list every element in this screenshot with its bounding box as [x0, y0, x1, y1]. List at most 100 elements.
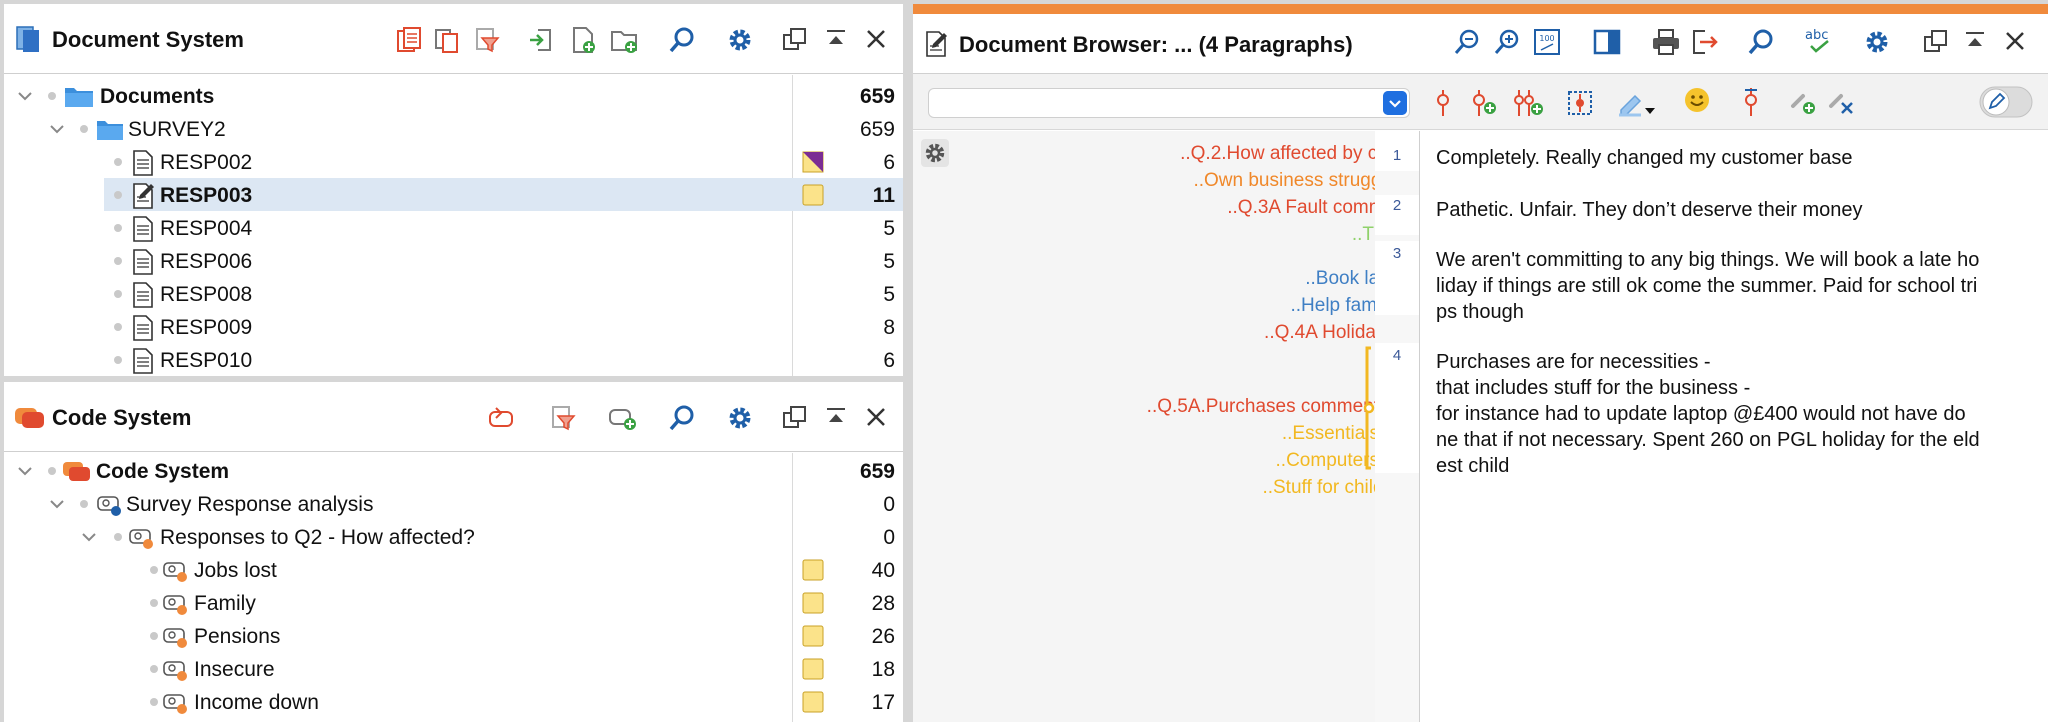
paragraph-text[interactable]: We aren't committing to any big things. …: [1436, 249, 1980, 323]
tree-row-document[interactable]: RESP008 5: [4, 277, 903, 310]
search-icon[interactable]: [668, 404, 696, 432]
undock-window-icon[interactable]: [782, 26, 808, 52]
tree-row-document-selected[interactable]: RESP003 11: [104, 178, 903, 211]
select-segment-icon[interactable]: [1565, 88, 1595, 118]
chevron-down-icon[interactable]: [16, 462, 34, 480]
folder-icon: [97, 121, 123, 140]
stripes-settings-gear-icon[interactable]: [921, 139, 949, 167]
tree-row-code[interactable]: Responses to Q2 - How affected? 0: [4, 520, 903, 553]
paragraph-text[interactable]: Pathetic. Unfair. They don’t deserve the…: [1436, 199, 1863, 221]
settings-gear-icon[interactable]: [726, 404, 754, 432]
split-view-icon[interactable]: [1593, 28, 1621, 56]
edit-document-icon: [133, 183, 154, 209]
code-with-quick-code-icon[interactable]: [1433, 88, 1453, 118]
search-icon[interactable]: [668, 26, 696, 54]
tree-row-code-system-root[interactable]: Code System 659: [4, 454, 903, 487]
tree-row-document[interactable]: RESP010 6: [4, 343, 903, 376]
memo-icon[interactable]: [802, 625, 824, 647]
coding-stripe-label[interactable]: ..Q.3A Fault comment: [1227, 197, 1411, 218]
code-with-new-code-icon[interactable]: [1469, 88, 1499, 118]
import-document-icon[interactable]: [528, 26, 554, 54]
chevron-down-icon[interactable]: [16, 87, 34, 105]
svg-text:100: 100: [1539, 34, 1554, 43]
undock-window-icon[interactable]: [782, 404, 808, 430]
bullet-icon: [150, 566, 158, 574]
tree-row-code[interactable]: Survey Response analysis 0: [4, 487, 903, 520]
code-system-icon: [63, 462, 90, 481]
undock-window-icon[interactable]: [1923, 28, 1949, 54]
filter-codes-icon[interactable]: [550, 404, 576, 432]
code-favorite-icon[interactable]: [1739, 86, 1763, 118]
search-icon[interactable]: [1747, 28, 1775, 56]
close-icon[interactable]: [864, 404, 888, 430]
tree-label: Income down: [194, 691, 319, 714]
close-icon[interactable]: [2003, 28, 2027, 54]
coding-stripe-label[interactable]: ..Q.2.How affected by crisis: [1180, 143, 1411, 164]
filter-documents-icon[interactable]: [474, 26, 500, 54]
coded-segment-count: 5: [883, 283, 895, 306]
collapse-up-icon[interactable]: [824, 404, 848, 430]
tree-label: SURVEY2: [128, 118, 226, 141]
coding-stripe-label[interactable]: ..Essentials: [1281, 423, 1379, 444]
emoticon-smile-icon[interactable]: [1683, 86, 1711, 114]
document-icon: [133, 150, 153, 176]
activate-codes-icon[interactable]: [488, 404, 518, 432]
coding-stripe-label[interactable]: ..Computers: [1275, 450, 1379, 471]
document-text-area[interactable]: Completely. Really changed my customer b…: [1419, 131, 2048, 722]
tree-row-document-group[interactable]: SURVEY2 659: [4, 112, 903, 145]
remove-link-icon[interactable]: [1825, 86, 1857, 118]
chevron-down-icon[interactable]: [80, 528, 98, 546]
paragraph-text[interactable]: Completely. Really changed my customer b…: [1436, 147, 1853, 169]
memo-icon[interactable]: [802, 184, 824, 206]
new-document-icon[interactable]: [570, 26, 598, 54]
coding-stripe-label[interactable]: ..Book late: [1305, 268, 1395, 289]
activate-all-icon[interactable]: [396, 26, 422, 54]
code-quick-list-dropdown[interactable]: [928, 88, 1410, 118]
code-with-multiple-codes-icon[interactable]: [1511, 88, 1545, 118]
tree-row-document[interactable]: RESP006 5: [4, 244, 903, 277]
export-icon[interactable]: [1691, 28, 1719, 56]
zoom-100-icon[interactable]: 100: [1533, 28, 1561, 56]
coding-stripe-label[interactable]: ..Own business struggling: [1193, 170, 1411, 191]
tree-row-code[interactable]: Income down 17: [4, 685, 903, 718]
zoom-in-icon[interactable]: [1493, 28, 1521, 56]
tree-row-document[interactable]: RESP004 5: [4, 211, 903, 244]
memo-icon[interactable]: [802, 658, 824, 680]
coding-stripe-label[interactable]: ..Help family: [1290, 295, 1395, 316]
new-code-icon[interactable]: [608, 404, 638, 432]
memo-icon[interactable]: [802, 592, 824, 614]
tree-row-document[interactable]: RESP002 6: [4, 145, 903, 178]
chevron-down-icon[interactable]: [48, 120, 66, 138]
add-link-icon[interactable]: [1787, 86, 1819, 118]
highlight-pen-icon[interactable]: [1617, 86, 1657, 120]
tree-row-code[interactable]: Pensions 26: [4, 619, 903, 652]
tree-row-code[interactable]: Insecure 18: [4, 652, 903, 685]
duplicate-documents-icon[interactable]: [434, 26, 460, 54]
coding-stripe-label[interactable]: ..Q.5A.Purchases comment: [1146, 396, 1379, 417]
memo-icon[interactable]: [802, 559, 824, 581]
tree-row-document[interactable]: RESP009 8: [4, 310, 903, 343]
collapse-up-icon[interactable]: [824, 26, 848, 52]
tree-row-code[interactable]: Jobs lost 40: [4, 553, 903, 586]
settings-gear-icon[interactable]: [1863, 28, 1891, 56]
svg-text:abc: abc: [1805, 28, 1828, 43]
coding-stripe-label[interactable]: ..Stuff for children: [1262, 477, 1411, 498]
chevron-down-icon[interactable]: [48, 495, 66, 513]
tree-row-documents[interactable]: Documents 659: [4, 79, 903, 112]
coding-stripe-essentials[interactable]: [1363, 346, 1375, 470]
chevron-down-icon[interactable]: [1383, 91, 1407, 115]
print-icon[interactable]: [1651, 28, 1681, 56]
zoom-out-icon[interactable]: [1453, 28, 1481, 56]
spellcheck-icon[interactable]: abc: [1803, 26, 1835, 56]
collapse-up-icon[interactable]: [1963, 28, 1987, 54]
settings-gear-icon[interactable]: [726, 26, 754, 54]
memo-icon[interactable]: [802, 691, 824, 713]
tree-row-code[interactable]: Family 28: [4, 586, 903, 619]
coding-stripe-label[interactable]: ..Q.4A Holidays: [1264, 322, 1395, 343]
coded-segment-count: 26: [871, 625, 895, 648]
paragraph-text[interactable]: Purchases are for necessities - that inc…: [1436, 351, 1980, 477]
close-icon[interactable]: [864, 26, 888, 52]
edit-mode-toggle-icon[interactable]: [1979, 86, 2033, 118]
memo-icon[interactable]: [802, 151, 824, 173]
new-document-group-icon[interactable]: [610, 26, 640, 54]
